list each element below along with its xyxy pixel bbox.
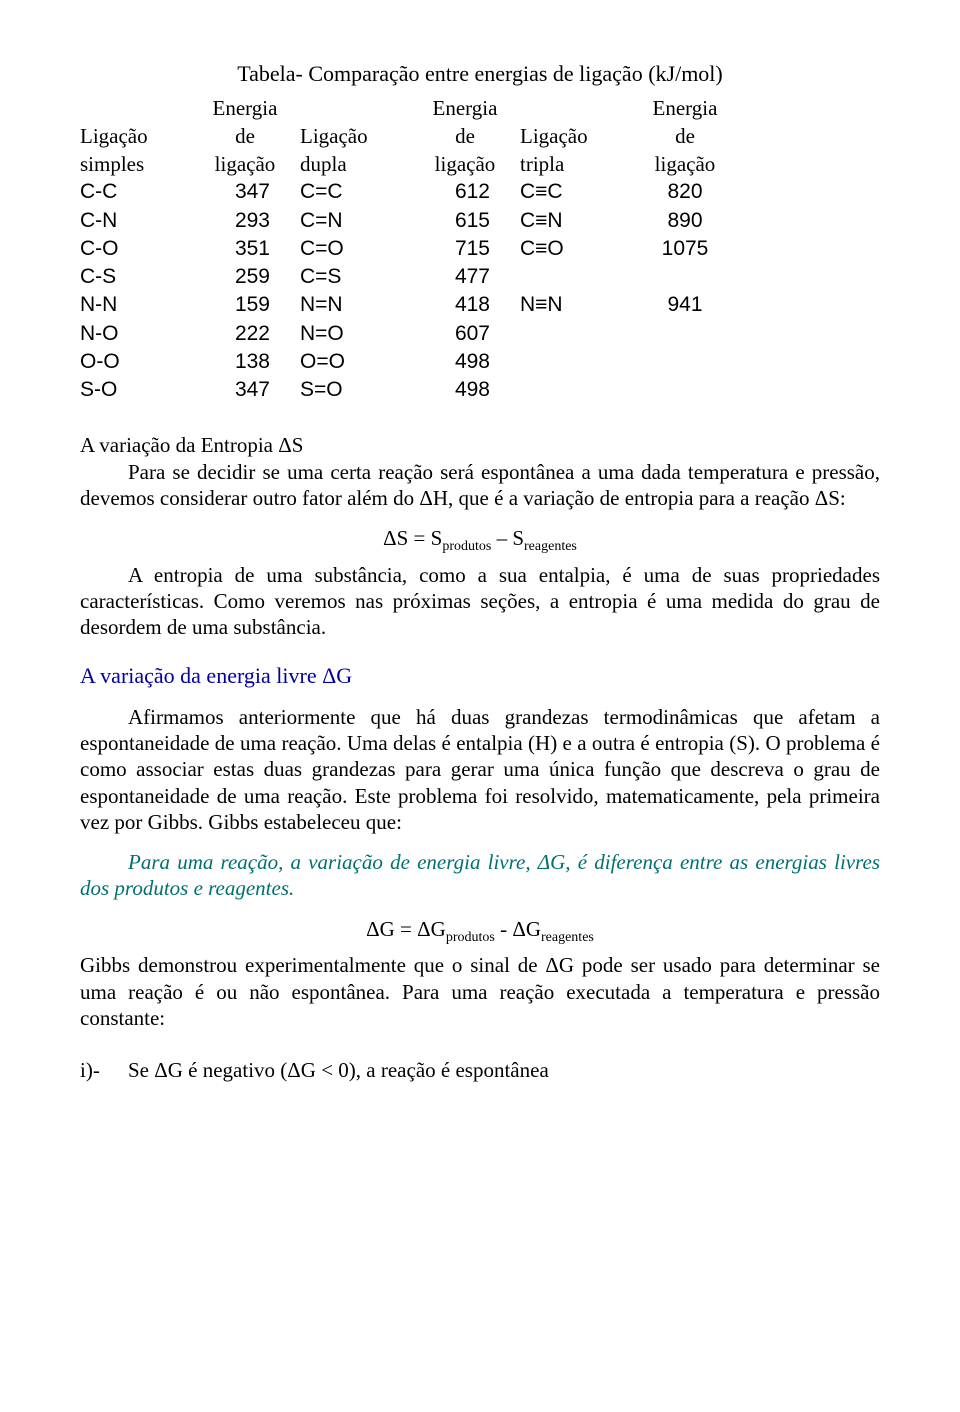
table-row: O-O138O=O498 [80, 348, 740, 376]
th: Ligação [80, 122, 190, 150]
th: de [410, 122, 520, 150]
eq-sub: produtos [446, 930, 495, 945]
cell: C-C [80, 178, 190, 206]
bond-energy-table: Energia Energia Energia Ligação de Ligaç… [80, 94, 740, 405]
th: Energia [190, 94, 300, 122]
list-text: Se ΔG é negativo (ΔG < 0), a reação é es… [128, 1057, 549, 1083]
cell: S=O [300, 376, 410, 404]
th [300, 94, 410, 122]
cell: 293 [190, 207, 300, 235]
gibbs-p2: Gibbs demonstrou experimentalmente que o… [80, 952, 880, 1031]
th: de [630, 122, 740, 150]
cell: O=O [300, 348, 410, 376]
cell: C≡N [520, 207, 630, 235]
cell: 259 [190, 263, 300, 291]
th [520, 94, 630, 122]
eq-sub: reagentes [541, 930, 594, 945]
cell: C=S [300, 263, 410, 291]
th: Ligação [300, 122, 410, 150]
cell: 477 [410, 263, 520, 291]
table-row: C-O351C=O715C≡O1075 [80, 235, 740, 263]
list-item: i)- Se ΔG é negativo (ΔG < 0), a reação … [80, 1057, 880, 1083]
gibbs-p1: Afirmamos anteriormente que há duas gran… [80, 704, 880, 835]
cell: 347 [190, 178, 300, 206]
table-row: C-N293C=N615C≡N890 [80, 207, 740, 235]
cell: C≡C [520, 178, 630, 206]
cell: C=O [300, 235, 410, 263]
th: ligação [190, 150, 300, 178]
th: Energia [630, 94, 740, 122]
cell: 615 [410, 207, 520, 235]
table-row: N-O222N=O607 [80, 320, 740, 348]
cell: 498 [410, 348, 520, 376]
cell: C-O [80, 235, 190, 263]
cell: N≡N [520, 291, 630, 319]
eq-text: – S [491, 526, 524, 550]
cell: 715 [410, 235, 520, 263]
cell: C-S [80, 263, 190, 291]
cell: 890 [630, 207, 740, 235]
cell: N=N [300, 291, 410, 319]
eq-text: ΔG = ΔG [366, 917, 446, 941]
table-row: C-C347C=C612C≡C820 [80, 178, 740, 206]
cell: 612 [410, 178, 520, 206]
entropy-heading: A variação da Entropia ΔS [80, 432, 880, 458]
cell [520, 348, 630, 376]
cell: C≡O [520, 235, 630, 263]
cell [630, 320, 740, 348]
cell: 138 [190, 348, 300, 376]
cell: N=O [300, 320, 410, 348]
th: ligação [630, 150, 740, 178]
cell: 347 [190, 376, 300, 404]
th: Ligação [520, 122, 630, 150]
cell: N-N [80, 291, 190, 319]
th [80, 94, 190, 122]
cell [520, 376, 630, 404]
th: de [190, 122, 300, 150]
cell: O-O [80, 348, 190, 376]
entropy-equation: ΔS = Sprodutos – Sreagentes [80, 525, 880, 556]
entropy-p2: A entropia de uma substância, como a sua… [80, 562, 880, 641]
eq-sub: reagentes [524, 539, 577, 554]
eq-sub: produtos [442, 539, 491, 554]
cell [630, 263, 740, 291]
table-row: N-N159N=N418N≡N941 [80, 291, 740, 319]
table-row: S-O347S=O498 [80, 376, 740, 404]
cell: C=C [300, 178, 410, 206]
th: ligação [410, 150, 520, 178]
list-tag: i)- [80, 1057, 128, 1083]
cell: 351 [190, 235, 300, 263]
th: dupla [300, 150, 410, 178]
th: tripla [520, 150, 630, 178]
th: Energia [410, 94, 520, 122]
cell: 1075 [630, 235, 740, 263]
gibbs-equation: ΔG = ΔGprodutos - ΔGreagentes [80, 916, 880, 947]
table-title: Tabela- Comparação entre energias de lig… [80, 60, 880, 88]
gibbs-quote: Para uma reação, a variação de energia l… [80, 849, 880, 902]
cell: 222 [190, 320, 300, 348]
cell: 418 [410, 291, 520, 319]
cell: S-O [80, 376, 190, 404]
cell: 498 [410, 376, 520, 404]
cell: N-O [80, 320, 190, 348]
table-row: C-S259C=S477 [80, 263, 740, 291]
cell [630, 348, 740, 376]
cell: C=N [300, 207, 410, 235]
cell: C-N [80, 207, 190, 235]
entropy-p1: Para se decidir se uma certa reação será… [80, 459, 880, 512]
cell [520, 263, 630, 291]
cell [520, 320, 630, 348]
cell: 941 [630, 291, 740, 319]
eq-text: ΔS = S [383, 526, 442, 550]
cell: 820 [630, 178, 740, 206]
cell [630, 376, 740, 404]
eq-text: - ΔG [495, 917, 541, 941]
cell: 159 [190, 291, 300, 319]
gibbs-heading: A variação da energia livre ΔG [80, 662, 880, 690]
th: simples [80, 150, 190, 178]
cell: 607 [410, 320, 520, 348]
